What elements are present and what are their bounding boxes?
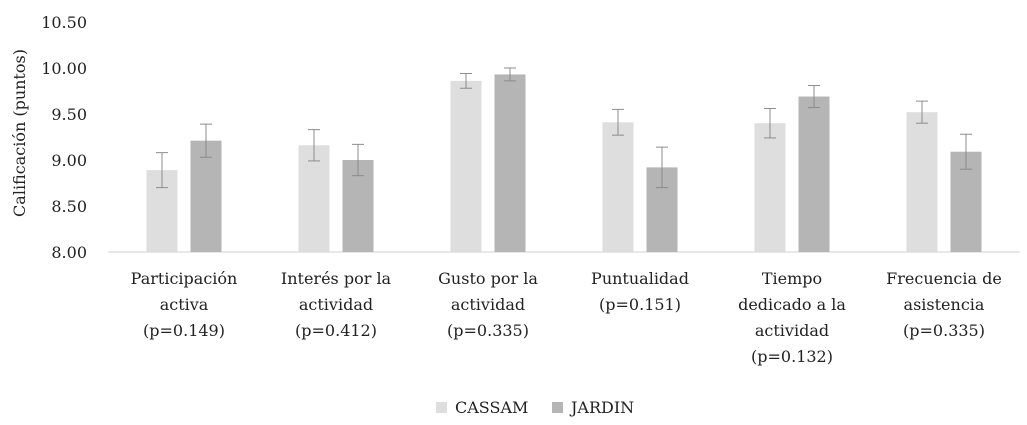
x-category-label: Interés por la actividad (p=0.412) (281, 269, 392, 340)
x-category-label-line: Tiempo (762, 269, 822, 288)
x-category-label-line: asistencia (904, 295, 985, 314)
bar-cassam (754, 123, 786, 252)
bar-jardin (494, 74, 526, 252)
x-category-label-line: (p=0.151) (599, 295, 681, 314)
bars (146, 74, 982, 253)
x-category-label-line: (p=0.335) (447, 321, 529, 340)
bar-jardin (798, 96, 830, 253)
bar-cassam (602, 122, 634, 252)
legend-label: JARDIN (569, 398, 634, 417)
x-category-label-line: Frecuencia de (886, 269, 1002, 288)
x-axis-labels: Participación activa (p=0.149) Interés por … (131, 269, 1002, 366)
y-tick-label: 8.00 (51, 243, 87, 262)
x-category-label-line: Participación (131, 269, 238, 288)
x-category-label-line: Interés por la (281, 269, 392, 288)
x-category-label-line: dedicado a la (738, 295, 846, 314)
error-bars (156, 67, 972, 189)
legend-swatch (552, 402, 563, 413)
x-category-label: Frecuencia de asistencia (p=0.335) (886, 269, 1002, 340)
x-category-label-line: actividad (451, 295, 525, 314)
x-category-label: Gusto por la actividad (p=0.335) (438, 269, 538, 340)
y-axis-ticks: 8.00 8.50 9.00 9.50 10.00 10.50 (41, 13, 87, 262)
legend: CASSAM JARDIN (436, 398, 634, 417)
y-tick-label: 9.00 (51, 151, 87, 170)
y-tick-label: 8.50 (51, 197, 87, 216)
bar-cassam (906, 112, 938, 252)
bar-cassam (298, 145, 330, 252)
x-category-label-line: (p=0.132) (751, 347, 833, 366)
bar-cassam (450, 80, 482, 252)
x-category-label-line: activa (160, 295, 209, 314)
x-category-label-line: (p=0.412) (295, 321, 377, 340)
y-tick-label: 10.50 (41, 13, 87, 32)
x-category-label-line: (p=0.149) (143, 321, 225, 340)
y-axis-title: Calificación (puntos) (10, 49, 29, 217)
x-category-label-line: (p=0.335) (903, 321, 985, 340)
x-category-label-line: actividad (299, 295, 373, 314)
x-category-label: Participación activa (p=0.149) (131, 269, 238, 340)
bar-jardin (190, 140, 222, 252)
legend-label: CASSAM (455, 398, 528, 417)
x-category-label-line: actividad (755, 321, 829, 340)
legend-swatch (436, 402, 447, 413)
x-category-label-line: Puntualidad (591, 269, 689, 288)
x-category-label-line: Gusto por la (438, 269, 538, 288)
y-tick-label: 10.00 (41, 59, 87, 78)
x-category-label: Tiempo dedicado a la actividad (p=0.132) (738, 269, 846, 366)
y-tick-label: 9.50 (51, 105, 87, 124)
x-category-label: Puntualidad (p=0.151) (591, 269, 689, 314)
